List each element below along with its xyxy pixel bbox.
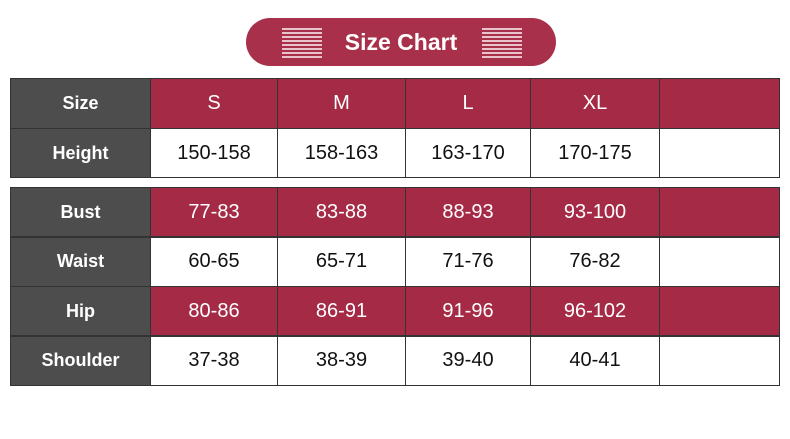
cell: 39-40 [405,335,531,386]
row-label: Waist [10,236,151,287]
cell: 96-102 [530,286,660,336]
empty-cell [659,335,780,386]
cell: 83-88 [277,187,406,237]
cell: 88-93 [405,187,531,237]
cell: 65-71 [277,236,406,287]
cell: 40-41 [530,335,660,386]
decor [482,26,522,58]
cell: 80-86 [150,286,278,336]
cell: 158-163 [277,128,406,178]
cell: M [277,78,406,129]
cell: 86-91 [277,286,406,336]
cell: 77-83 [150,187,278,237]
cell: S [150,78,278,129]
cell: L [405,78,531,129]
title: Size Chart [344,29,458,55]
cell: 163-170 [405,128,531,178]
decor [282,26,322,58]
row-label: Height [10,128,151,178]
cell: 170-175 [530,128,660,178]
cell: 37-38 [150,335,278,386]
empty-cell [659,78,780,129]
row-label: Size [10,78,151,129]
row-label: Shoulder [10,335,151,386]
cell: 71-76 [405,236,531,287]
row-label: Hip [10,286,151,336]
cell: 93-100 [530,187,660,237]
cell: 60-65 [150,236,278,287]
empty-cell [659,128,780,178]
cell: 150-158 [150,128,278,178]
row-label: Bust [10,187,151,237]
title-banner: Size Chart [246,18,556,66]
cell: XL [530,78,660,129]
empty-cell [659,286,780,336]
cell: 76-82 [530,236,660,287]
empty-cell [659,187,780,237]
cell: 91-96 [405,286,531,336]
empty-cell [659,236,780,287]
cell: 38-39 [277,335,406,386]
